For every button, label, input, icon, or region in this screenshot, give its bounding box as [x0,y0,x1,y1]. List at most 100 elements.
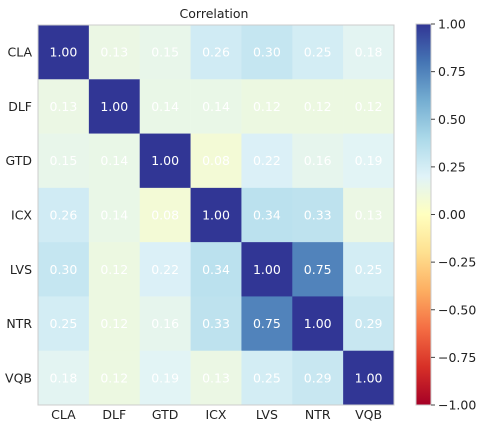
heatmap-cell [88,350,141,406]
colorbar-tick-label: 0.25 [438,159,466,174]
cell-value-label: 1.00 [304,316,332,331]
heatmap-cell [292,79,344,134]
heatmap-cell [38,133,90,189]
heatmap-cell [292,25,344,80]
heatmap-cell [88,133,141,189]
cell-value-label: 0.75 [304,262,332,277]
x-tick-label: DLF [102,407,126,422]
heatmap-cell [38,25,90,80]
y-tick-label: GTD [5,153,32,168]
colorbar [415,23,432,406]
cell-value-label: 0.25 [50,316,78,331]
cell-value-label: 0.34 [202,262,230,277]
heatmap-cell [190,133,242,189]
plot-frame [37,24,395,406]
y-tick-labels: CLA DLF GTD ICX LVS NTR VQB [5,45,32,386]
cell-value-label: 0.12 [253,99,281,114]
cell-value-label: 0.16 [304,153,332,168]
cell-value-label: 1.00 [151,153,179,168]
x-tick-label: LVS [256,407,278,422]
colorbar-tick-label: 0.50 [438,112,466,127]
heatmap-cell [241,187,293,243]
cell-value-label: 0.14 [151,99,179,114]
y-tick-label: DLF [8,99,32,114]
cell-value-label: 0.15 [151,45,179,60]
heatmap-cell [139,187,191,243]
heatmap-cell [292,350,344,406]
cell-value-label: 0.08 [202,153,230,168]
cell-value-label: 0.22 [253,153,281,168]
colorbar-tick-label: −0.25 [438,255,476,270]
colorbar-tick-label: 0.00 [438,207,466,222]
cell-value-label: 0.75 [253,316,281,331]
cell-value-label: 0.26 [202,45,230,60]
cell-value-label: 0.16 [151,316,179,331]
heatmap-cell [190,25,242,80]
heatmap-cell [139,79,191,134]
heatmap-cell [88,296,141,352]
heatmap-cell [190,242,242,297]
heatmap-cell [190,79,242,134]
heatmap-cell [190,187,242,243]
cell-value-label: 0.13 [100,45,128,60]
heatmap-cell [343,187,395,243]
cell-value-label: 1.00 [50,45,78,60]
heatmap-cell [241,350,293,406]
heatmap-cell [38,79,90,134]
heatmap-cell [343,133,395,189]
heatmap-cell [343,79,395,134]
y-tick-label: VQB [5,370,32,385]
y-tick-label: LVS [10,262,32,277]
heatmap-cell [88,79,141,134]
heatmap-cell [88,25,141,80]
x-tick-label: VQB [355,407,382,422]
cell-value-label: 1.00 [355,370,383,385]
cell-value-label: 0.18 [355,45,383,60]
heatmap-cell [292,187,344,243]
heatmap-cell [241,79,293,134]
cell-value-label: 0.25 [304,45,332,60]
heatmap-cell [343,242,395,297]
heatmap-cell [38,296,90,352]
cell-value-label: 0.26 [50,208,78,223]
heatmap-cell [241,242,293,297]
cell-value-label: 0.30 [253,45,281,60]
cell-value-label: 0.18 [50,370,78,385]
heatmap-cell [241,296,293,352]
heatmap-cell [190,350,242,406]
cell-value-label: 1.00 [202,208,230,223]
cell-value-label: 0.12 [304,99,332,114]
cell-value-label: 0.29 [355,316,383,331]
cell-value-label: 0.12 [100,316,128,331]
cell-value-label: 0.25 [253,370,281,385]
y-tick-label: NTR [6,316,32,331]
heatmap-cell-labels: 1.00 0.13 0.15 0.26 0.30 0.25 0.18 0.13 1.00 0.14… [50,45,383,386]
colorbar-ticks: 1.00 0.75 0.50 0.25 0.00 −0.25 −0.50 −0.75 −1.00 [431,17,476,413]
x-tick-label: NTR [305,407,331,422]
cell-value-label: 0.19 [355,153,383,168]
cell-value-label: 0.15 [50,153,78,168]
heatmap-cell [38,350,90,406]
cell-value-label: 0.12 [355,99,383,114]
colorbar-tick-label: 1.00 [438,17,466,32]
heatmap-cell [241,133,293,189]
x-tick-label: ICX [206,407,227,422]
x-tick-label: CLA [51,407,76,422]
colorbar-tick-label: −0.50 [438,302,476,317]
heatmap-cell [139,242,191,297]
cell-value-label: 1.00 [100,99,128,114]
heatmap-cell [343,350,395,406]
heatmap-cells [38,25,395,406]
colorbar-tick-label: −1.00 [438,398,476,413]
heatmap-cell [292,242,344,297]
colorbar-tick-label: −0.75 [438,350,476,365]
heatmap-cell [343,296,395,352]
cell-value-label: 0.13 [355,208,383,223]
cell-value-label: 0.12 [100,370,128,385]
cell-value-label: 0.14 [100,153,128,168]
cell-value-label: 0.13 [50,99,78,114]
cell-value-label: 0.13 [202,370,230,385]
heatmap-cell [139,296,191,352]
heatmap-cell [292,133,344,189]
